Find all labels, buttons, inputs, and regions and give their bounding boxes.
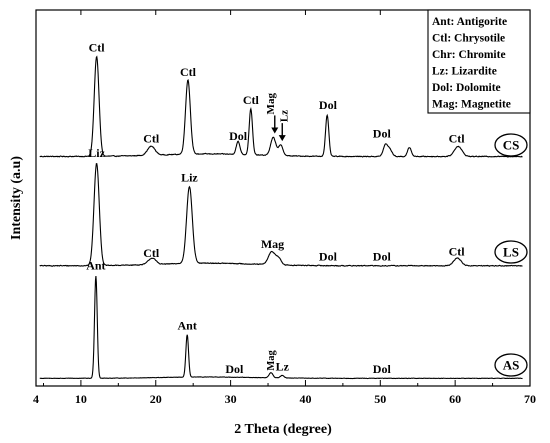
peak-label: Lz (276, 360, 290, 374)
x-tick-label: 10 (75, 392, 87, 406)
legend-entry: Chr: Chromite (432, 49, 506, 61)
peak-label: Dol (373, 250, 392, 264)
peak-label: Liz (181, 170, 198, 184)
peak-label: Ctl (449, 245, 466, 259)
x-tick-label: 40 (299, 392, 311, 406)
series-label-circle (494, 353, 528, 377)
peak-label: Ctl (180, 65, 197, 79)
series-label-circle (494, 240, 528, 264)
annotation-arrow-head (271, 127, 279, 134)
peak-label: Mag (261, 237, 284, 251)
peak-label: Dol (373, 126, 392, 140)
legend-entry: Mag: Magnetite (432, 99, 511, 111)
y-axis-title: Intensity (a.u) (9, 156, 24, 240)
peak-label: Ctl (143, 131, 160, 145)
series-line-ls (39, 163, 523, 267)
x-tick-label: 70 (524, 392, 536, 406)
x-tick-label: 4 (33, 392, 39, 406)
series-label-circle (494, 133, 528, 157)
peak-label: Ctl (89, 41, 106, 55)
peak-label: Ctl (449, 131, 466, 145)
annotation-arrow-label: Mag (265, 93, 277, 115)
annotation-arrow-label: Lz (278, 110, 290, 122)
peak-label: Ctl (143, 246, 160, 260)
peak-label: Dol (319, 250, 338, 264)
peak-label: Dol (229, 129, 248, 143)
x-tick-label: 50 (374, 392, 386, 406)
legend-entry: Lz: Lizardite (432, 66, 497, 78)
peak-label: Liz (88, 146, 105, 160)
peak-label: Dol (319, 98, 338, 112)
x-tick-label: 20 (150, 392, 162, 406)
peak-label: Dol (225, 362, 244, 376)
legend-entry: Dol: Dolomite (432, 82, 501, 94)
series-line-cs (39, 55, 523, 158)
legend-entry: Ctl: Chrysotile (432, 33, 505, 45)
x-axis-title: 2 Theta (degree) (234, 422, 332, 437)
legend-box (427, 9, 531, 114)
series-line-as (39, 275, 523, 380)
series-label-ls: LS (503, 245, 519, 260)
x-tick-label: 60 (449, 392, 461, 406)
plot-frame (35, 9, 531, 387)
peak-label-rotated: Mag (266, 349, 277, 370)
series-label-cs: CS (503, 138, 520, 153)
legend-entry: Ant: Antigorite (432, 16, 507, 28)
series-label-as: AS (503, 358, 520, 373)
peak-label: Ctl (243, 93, 260, 107)
peak-label: Ant (86, 259, 105, 273)
annotation-arrow-head (278, 135, 286, 142)
peak-label: Ant (178, 319, 197, 333)
x-tick-label: 30 (225, 392, 237, 406)
peak-label: Dol (373, 362, 392, 376)
